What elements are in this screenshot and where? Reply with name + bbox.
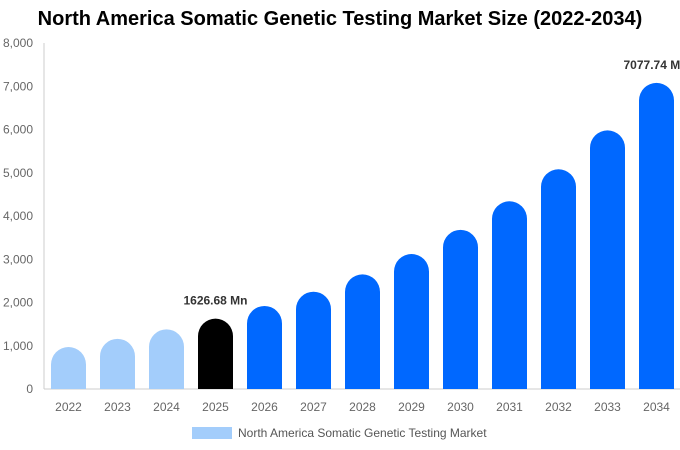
x-tick-label: 2032 bbox=[545, 400, 572, 414]
legend[interactable]: North America Somatic Genetic Testing Ma… bbox=[192, 425, 487, 441]
bar-2023 bbox=[100, 338, 135, 389]
legend-label: North America Somatic Genetic Testing Ma… bbox=[238, 426, 487, 440]
bar-2034 bbox=[639, 82, 674, 389]
y-tick-label: 7,000 bbox=[3, 79, 33, 93]
x-tick-label: 2033 bbox=[594, 400, 621, 414]
y-tick-label: 2,000 bbox=[3, 296, 33, 310]
data-label-2034: 7077.74 Mn bbox=[624, 58, 680, 72]
y-tick-label: 3,000 bbox=[3, 252, 33, 266]
x-tick-label: 2031 bbox=[496, 400, 523, 414]
bar-2024 bbox=[149, 329, 184, 389]
y-tick-label: 6,000 bbox=[3, 123, 33, 137]
legend-swatch bbox=[192, 427, 232, 439]
x-tick-label: 2034 bbox=[643, 400, 670, 414]
bar-2032 bbox=[541, 169, 576, 389]
bar-2025 bbox=[198, 318, 233, 389]
x-tick-label: 2026 bbox=[251, 400, 278, 414]
chart-title: North America Somatic Genetic Testing Ma… bbox=[37, 8, 643, 30]
bar-2031 bbox=[492, 201, 527, 389]
y-tick-label: 5,000 bbox=[3, 166, 33, 180]
bar-2033 bbox=[590, 130, 625, 390]
x-tick-label: 2029 bbox=[398, 400, 425, 414]
bar-2022 bbox=[51, 347, 86, 389]
x-tick-label: 2025 bbox=[202, 400, 229, 414]
x-tick-label: 2030 bbox=[447, 400, 474, 414]
data-label-2025: 1626.68 Mn bbox=[183, 294, 247, 308]
y-tick-label: 4,000 bbox=[3, 209, 33, 223]
x-tick-label: 2022 bbox=[55, 400, 82, 414]
bar-2030 bbox=[443, 229, 478, 389]
bar-2026 bbox=[247, 305, 282, 389]
y-tick-label: 1,000 bbox=[3, 339, 33, 353]
bar-2029 bbox=[394, 254, 429, 389]
x-tick-label: 2023 bbox=[104, 400, 131, 414]
bar-2028 bbox=[345, 274, 380, 389]
y-tick-label: 0 bbox=[26, 382, 33, 396]
bar-2027 bbox=[296, 291, 331, 389]
x-tick-label: 2028 bbox=[349, 400, 376, 414]
y-tick-label: 8,000 bbox=[3, 36, 33, 50]
x-tick-label: 2027 bbox=[300, 400, 327, 414]
x-tick-label: 2024 bbox=[153, 400, 180, 414]
